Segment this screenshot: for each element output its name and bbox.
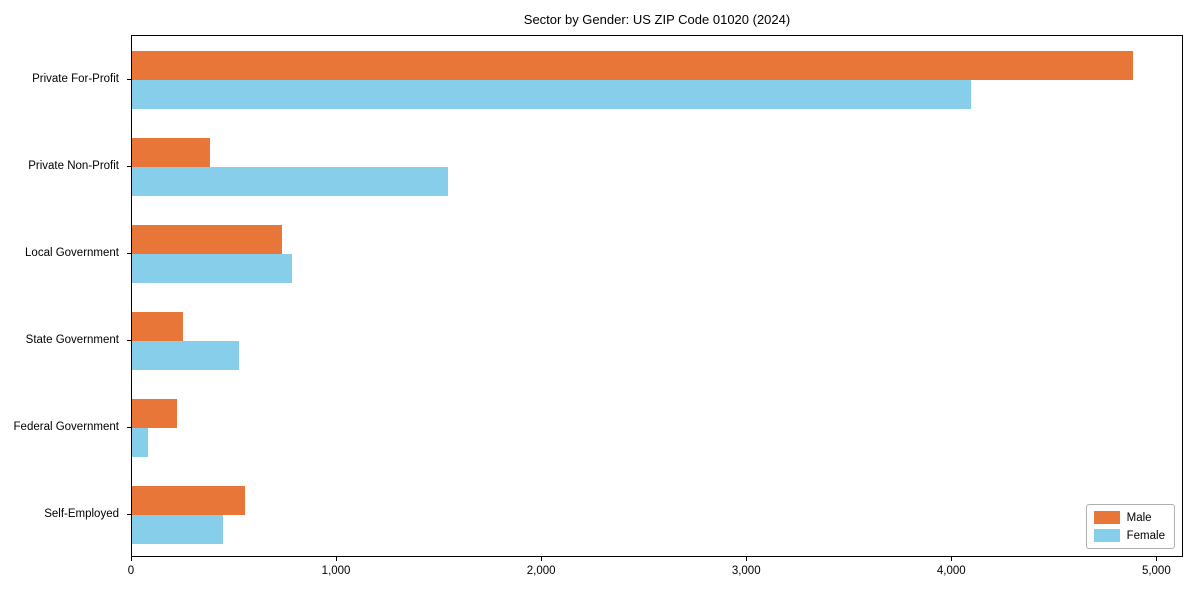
chart-title: Sector by Gender: US ZIP Code 01020 (202… (523, 12, 791, 27)
x-tick-mark (951, 557, 953, 561)
x-tick-label: 2,000 (526, 565, 556, 577)
legend-entry: Female (1093, 529, 1165, 542)
x-tick-mark (1156, 557, 1158, 561)
legend-swatch-male (1093, 511, 1120, 524)
bar-female (132, 340, 240, 370)
bar-male (132, 311, 184, 341)
legend: Male Female (1085, 504, 1175, 549)
y-tick-label: Federal Government (13, 420, 119, 433)
bar-group (132, 297, 1182, 384)
y-tick-label: State Government (25, 333, 119, 346)
bar-male (132, 137, 210, 167)
bar-group (132, 471, 1182, 558)
bar-female (132, 253, 292, 283)
legend-entry: Male (1093, 511, 1165, 524)
x-axis: 0 1,000 2,000 3,000 4,000 5,000 (127, 557, 1183, 591)
bar-female (132, 166, 449, 196)
legend-swatch-female (1093, 529, 1120, 542)
x-tick-mark (541, 557, 543, 561)
x-tick-label: 4,000 (936, 565, 966, 577)
bar-female (132, 514, 224, 544)
bar-male (132, 398, 178, 428)
bar-female (132, 79, 972, 109)
x-tick-mark (336, 557, 338, 561)
y-tick-label: Self-Employed (44, 507, 119, 520)
x-tick-mark (746, 557, 748, 561)
y-tick-mark (127, 252, 131, 254)
y-tick-mark (127, 78, 131, 80)
y-axis: Private For-Profit Private Non-Profit Loca… (0, 35, 131, 557)
bar-male (132, 50, 1133, 80)
legend-label: Male (1126, 511, 1152, 524)
bar-group (132, 123, 1182, 210)
bar-female (132, 427, 149, 457)
bar-group (132, 210, 1182, 297)
y-tick-label: Local Government (25, 246, 119, 259)
legend-label: Female (1126, 529, 1165, 542)
x-tick-label: 1,000 (321, 565, 351, 577)
x-tick-mark (131, 557, 132, 561)
bar-group (132, 36, 1182, 123)
y-tick-mark (127, 339, 131, 341)
y-tick-label: Private For-Profit (32, 72, 119, 85)
plot-area: Male Female (131, 35, 1183, 557)
bar-group (132, 384, 1182, 471)
y-tick-mark (127, 165, 131, 167)
y-tick-mark (127, 513, 131, 515)
bar-male (132, 485, 245, 515)
x-tick-label: 5,000 (1141, 565, 1171, 577)
x-tick-label: 3,000 (731, 565, 761, 577)
x-tick-label: 0 (127, 565, 135, 577)
y-tick-label: Private Non-Profit (28, 159, 119, 172)
bar-male (132, 224, 283, 254)
y-tick-mark (127, 426, 131, 428)
